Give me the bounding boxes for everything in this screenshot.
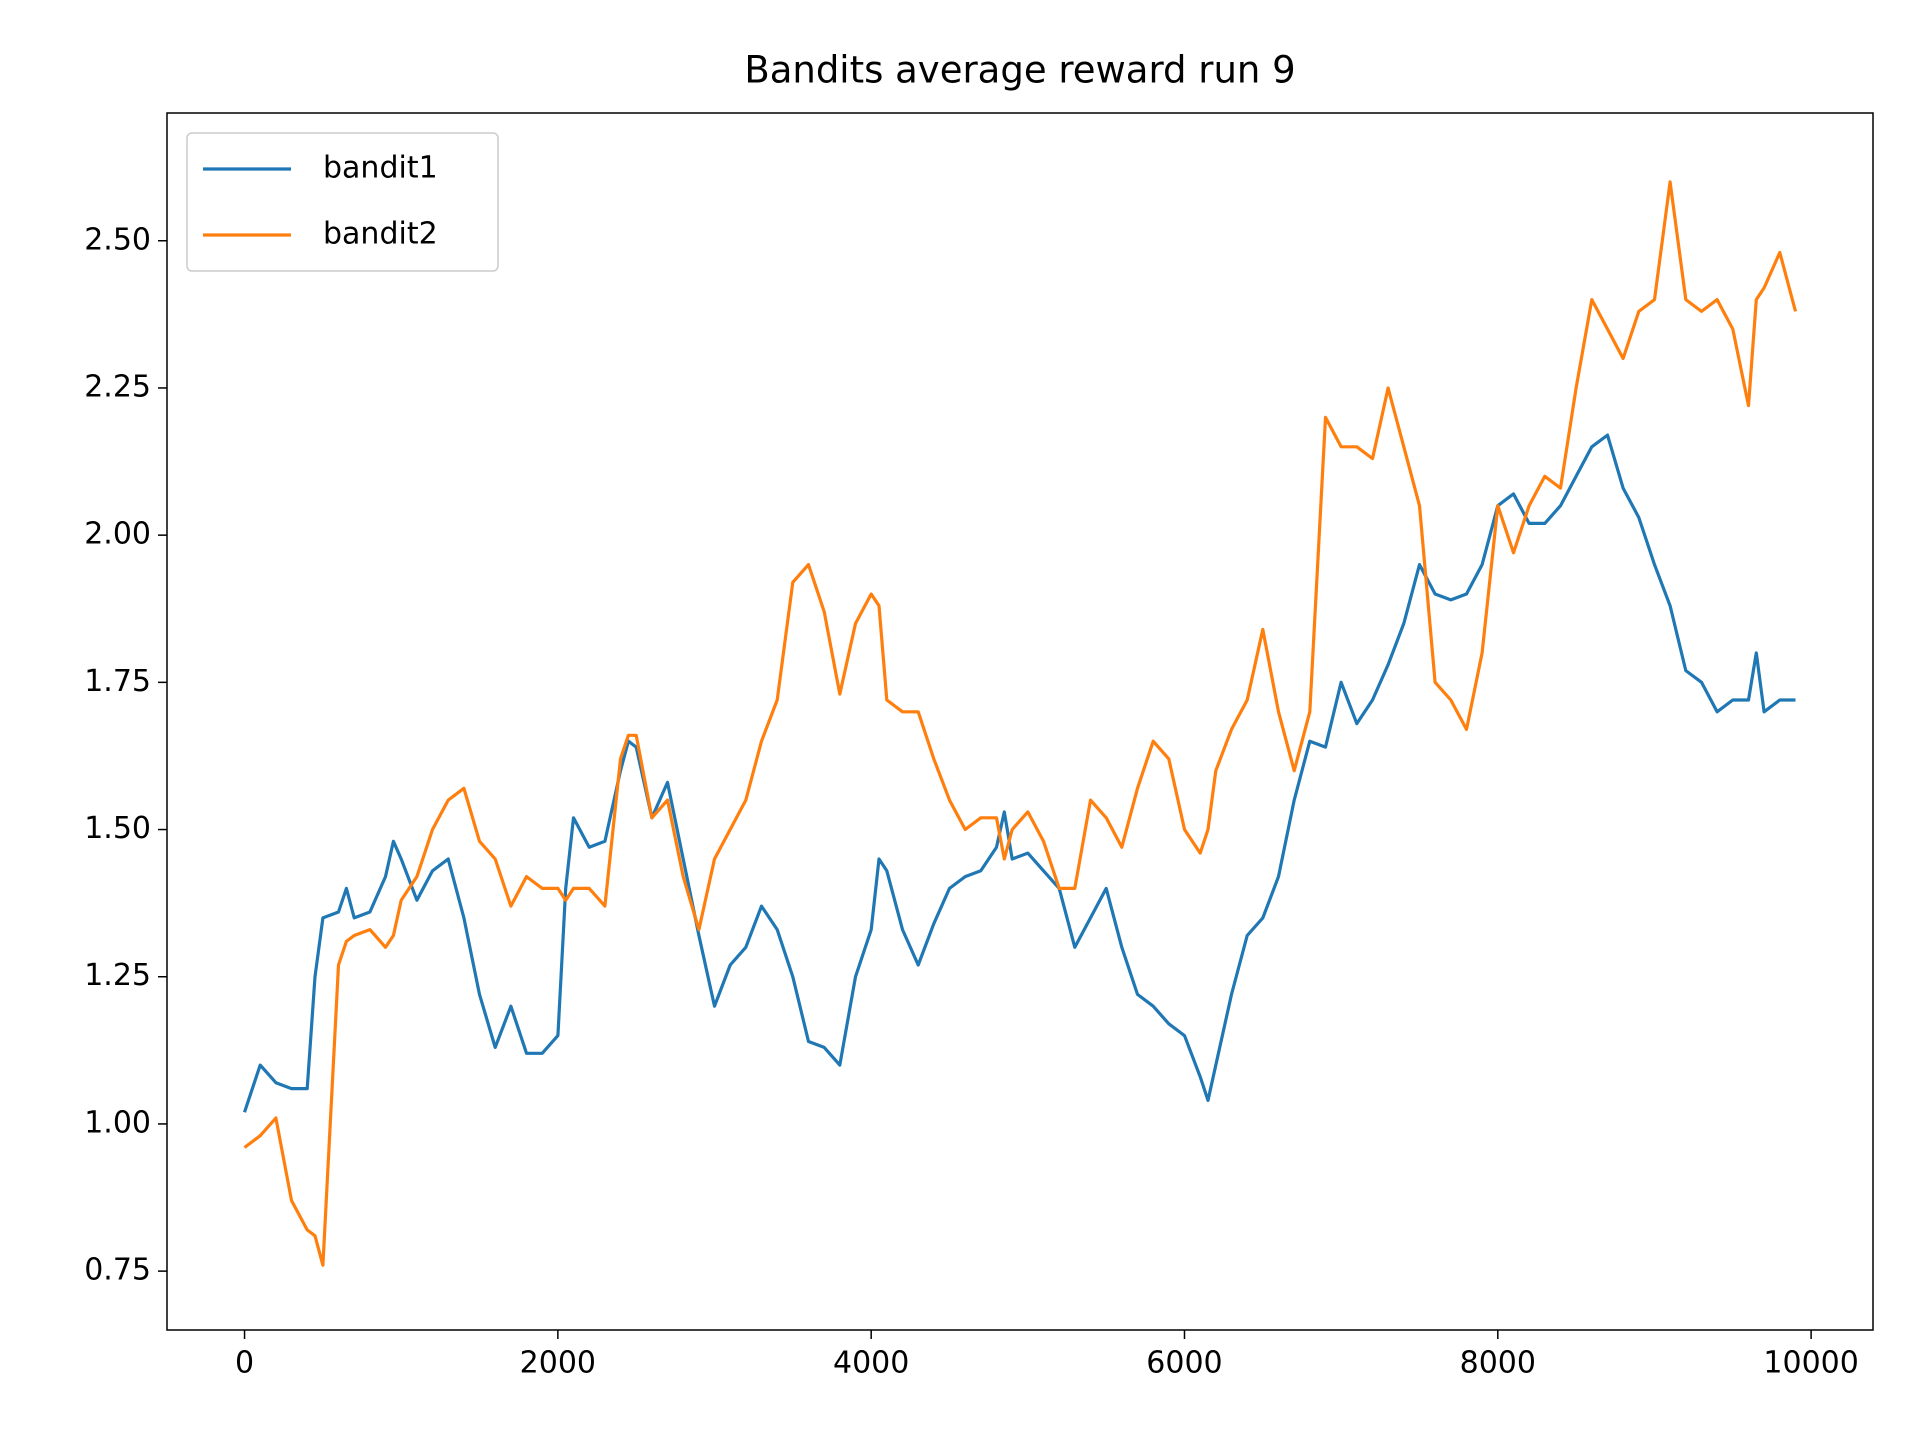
y-tick-label: 2.00 — [84, 517, 151, 552]
plot-frame — [166, 112, 1874, 1331]
y-tick-label: 2.25 — [84, 369, 151, 404]
y-tick-label: 1.25 — [84, 958, 151, 993]
y-tick-label: 2.50 — [84, 222, 151, 257]
x-tick-label: 6000 — [1146, 1346, 1222, 1381]
series-line — [243, 180, 1798, 1267]
x-tick-label: 8000 — [1460, 1346, 1536, 1381]
x-tick-label: 0 — [235, 1346, 254, 1381]
x-tick-label: 10000 — [1763, 1346, 1858, 1381]
x-tick-label: 4000 — [833, 1346, 909, 1381]
y-tick-label: 1.75 — [84, 664, 151, 699]
chart-title: Bandits average reward run 9 — [744, 49, 1295, 92]
y-tick-label: 1.00 — [84, 1105, 151, 1140]
y-tick-label: 0.75 — [84, 1253, 151, 1288]
legend-label: bandit2 — [323, 217, 438, 252]
legend-label: bandit1 — [323, 151, 438, 186]
y-tick-label: 1.50 — [84, 811, 151, 846]
series-line — [242, 433, 1796, 1113]
x-tick-label: 2000 — [520, 1346, 596, 1381]
